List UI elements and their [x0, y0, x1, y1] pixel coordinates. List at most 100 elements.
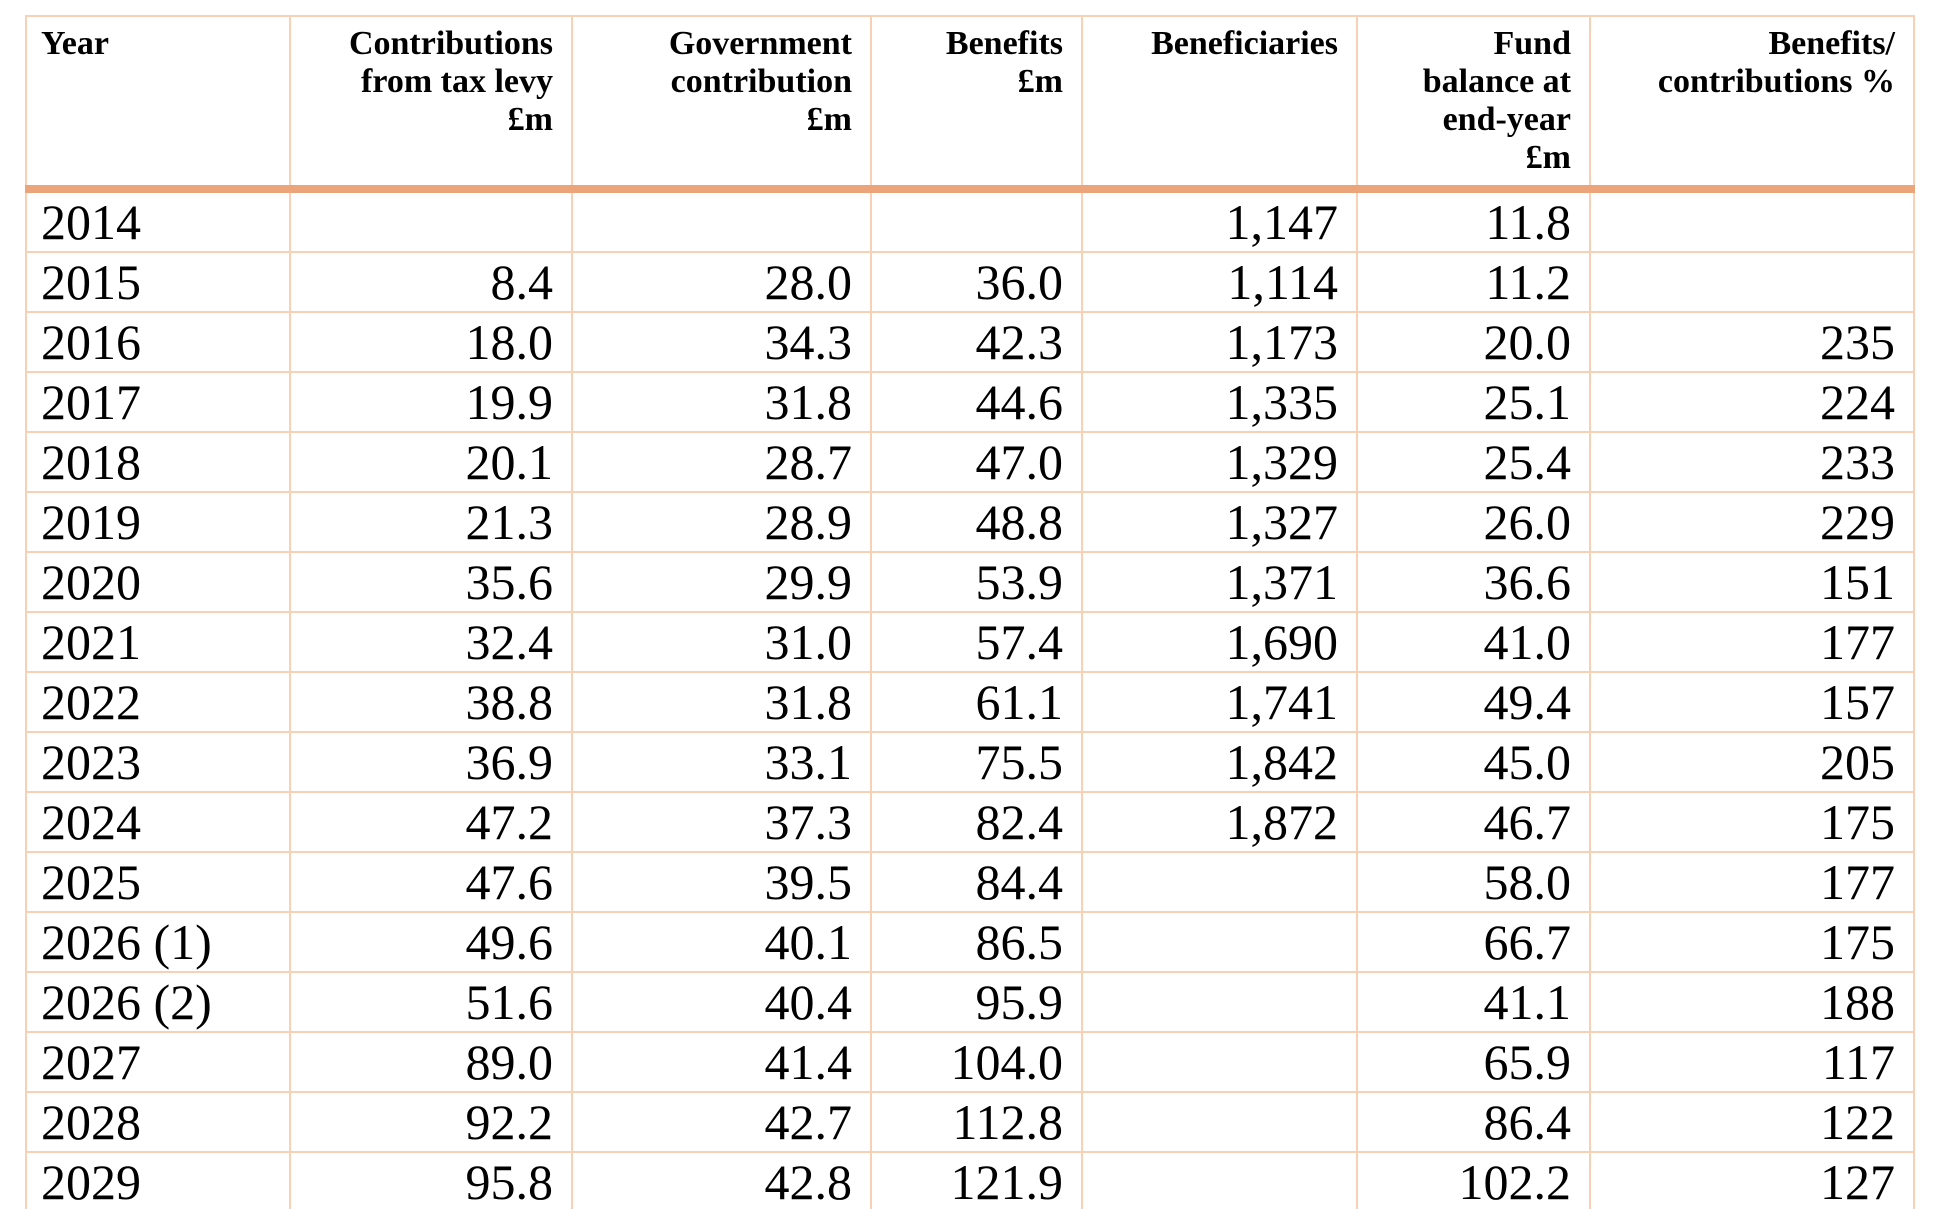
cell-year: 2019: [25, 491, 291, 554]
cell-fund-balance: 41.0: [1356, 611, 1591, 674]
cell-benefits-contributions-pct: 205: [1589, 731, 1915, 794]
cell-fund-balance: 41.1: [1356, 971, 1591, 1034]
cell-benefits: 84.4: [870, 851, 1083, 914]
cell-fund-balance: 46.7: [1356, 791, 1591, 854]
table-row: 2014 1,147 11.8: [25, 188, 1915, 254]
cell-year: 2023: [25, 731, 291, 794]
col-header-benefits: Benefits £m: [870, 14, 1083, 194]
cell-government-contribution: 41.4: [571, 1031, 872, 1094]
cell-benefits-contributions-pct: 117: [1589, 1031, 1915, 1094]
table-row: 2028 92.2 42.7 112.8 86.4 122: [25, 1091, 1915, 1154]
cell-benefits-contributions-pct: 233: [1589, 431, 1915, 494]
cell-government-contribution: 39.5: [571, 851, 872, 914]
cell-contributions-tax-levy: 47.6: [289, 851, 573, 914]
table-row: 2025 47.6 39.5 84.4 58.0 177: [25, 851, 1915, 914]
cell-beneficiaries: 1,327: [1081, 491, 1358, 554]
cell-contributions-tax-levy: 36.9: [289, 731, 573, 794]
table-row: 2024 47.2 37.3 82.4 1,872 46.7 175: [25, 791, 1915, 854]
cell-year: 2027: [25, 1031, 291, 1094]
cell-government-contribution: 28.0: [571, 251, 872, 314]
cell-year: 2026 (1): [25, 911, 291, 974]
table-row: 2023 36.9 33.1 75.5 1,842 45.0 205: [25, 731, 1915, 794]
cell-fund-balance: 102.2: [1356, 1151, 1591, 1209]
table-row: 2022 38.8 31.8 61.1 1,741 49.4 157: [25, 671, 1915, 734]
cell-contributions-tax-levy: 19.9: [289, 371, 573, 434]
cell-fund-balance: 36.6: [1356, 551, 1591, 614]
cell-beneficiaries: [1081, 911, 1358, 974]
cell-contributions-tax-levy: 20.1: [289, 431, 573, 494]
cell-benefits-contributions-pct: 122: [1589, 1091, 1915, 1154]
fund-statistics-table: Year Contributions from tax levy £m Govern…: [25, 14, 1915, 1209]
cell-benefits: 112.8: [870, 1091, 1083, 1154]
cell-benefits: 47.0: [870, 431, 1083, 494]
cell-fund-balance: 86.4: [1356, 1091, 1591, 1154]
cell-government-contribution: 40.1: [571, 911, 872, 974]
cell-beneficiaries: 1,147: [1081, 188, 1358, 254]
cell-year: 2020: [25, 551, 291, 614]
col-header-government-contribution: Government contribution £m: [571, 14, 872, 194]
col-header-benefits-contributions-pct: Benefits/ contributions %: [1589, 14, 1915, 194]
cell-fund-balance: 26.0: [1356, 491, 1591, 554]
cell-government-contribution: 31.8: [571, 671, 872, 734]
cell-government-contribution: 42.8: [571, 1151, 872, 1209]
cell-beneficiaries: 1,690: [1081, 611, 1358, 674]
cell-government-contribution: 33.1: [571, 731, 872, 794]
cell-contributions-tax-levy: 47.2: [289, 791, 573, 854]
cell-contributions-tax-levy: 38.8: [289, 671, 573, 734]
table-row: 2027 89.0 41.4 104.0 65.9 117: [25, 1031, 1915, 1094]
table-row: 2026 (1) 49.6 40.1 86.5 66.7 175: [25, 911, 1915, 974]
cell-year: 2017: [25, 371, 291, 434]
cell-government-contribution: 31.8: [571, 371, 872, 434]
cell-year: 2028: [25, 1091, 291, 1154]
cell-beneficiaries: 1,741: [1081, 671, 1358, 734]
col-header-contributions-tax-levy: Contributions from tax levy £m: [289, 14, 573, 194]
cell-benefits: 75.5: [870, 731, 1083, 794]
table-body: 2014 1,147 11.8 2015 8.4 28.0 36.0 1,114 11.2 201…: [25, 188, 1915, 1209]
cell-year: 2026 (2): [25, 971, 291, 1034]
cell-beneficiaries: 1,114: [1081, 251, 1358, 314]
cell-government-contribution: 34.3: [571, 311, 872, 374]
cell-beneficiaries: 1,842: [1081, 731, 1358, 794]
table-row: 2015 8.4 28.0 36.0 1,114 11.2: [25, 251, 1915, 314]
table-row: 2026 (2) 51.6 40.4 95.9 41.1 188: [25, 971, 1915, 1034]
cell-fund-balance: 58.0: [1356, 851, 1591, 914]
cell-benefits-contributions-pct: [1589, 188, 1915, 254]
cell-year: 2029: [25, 1151, 291, 1209]
cell-year: 2016: [25, 311, 291, 374]
table-row: 2017 19.9 31.8 44.6 1,335 25.1 224: [25, 371, 1915, 434]
col-header-fund-balance: Fund balance at end-year £m: [1356, 14, 1591, 194]
cell-contributions-tax-levy: [289, 188, 573, 254]
cell-benefits-contributions-pct: 235: [1589, 311, 1915, 374]
cell-benefits-contributions-pct: 175: [1589, 791, 1915, 854]
cell-benefits-contributions-pct: 224: [1589, 371, 1915, 434]
cell-beneficiaries: 1,335: [1081, 371, 1358, 434]
cell-year: 2025: [25, 851, 291, 914]
cell-contributions-tax-levy: 32.4: [289, 611, 573, 674]
col-header-year: Year: [25, 14, 291, 194]
cell-benefits: 42.3: [870, 311, 1083, 374]
cell-benefits: 121.9: [870, 1151, 1083, 1209]
cell-contributions-tax-levy: 51.6: [289, 971, 573, 1034]
cell-year: 2015: [25, 251, 291, 314]
cell-benefits: 104.0: [870, 1031, 1083, 1094]
cell-contributions-tax-levy: 8.4: [289, 251, 573, 314]
cell-benefits-contributions-pct: 157: [1589, 671, 1915, 734]
cell-government-contribution: 31.0: [571, 611, 872, 674]
cell-fund-balance: 25.4: [1356, 431, 1591, 494]
cell-benefits: 86.5: [870, 911, 1083, 974]
cell-contributions-tax-levy: 21.3: [289, 491, 573, 554]
cell-benefits: 82.4: [870, 791, 1083, 854]
cell-government-contribution: 29.9: [571, 551, 872, 614]
cell-beneficiaries: [1081, 1091, 1358, 1154]
table-row: 2029 95.8 42.8 121.9 102.2 127: [25, 1151, 1915, 1209]
cell-year: 2014: [25, 188, 291, 254]
cell-benefits: 44.6: [870, 371, 1083, 434]
cell-beneficiaries: 1,872: [1081, 791, 1358, 854]
cell-benefits: 57.4: [870, 611, 1083, 674]
cell-benefits: 36.0: [870, 251, 1083, 314]
cell-contributions-tax-levy: 95.8: [289, 1151, 573, 1209]
cell-contributions-tax-levy: 89.0: [289, 1031, 573, 1094]
cell-benefits-contributions-pct: 177: [1589, 851, 1915, 914]
table-row: 2021 32.4 31.0 57.4 1,690 41.0 177: [25, 611, 1915, 674]
